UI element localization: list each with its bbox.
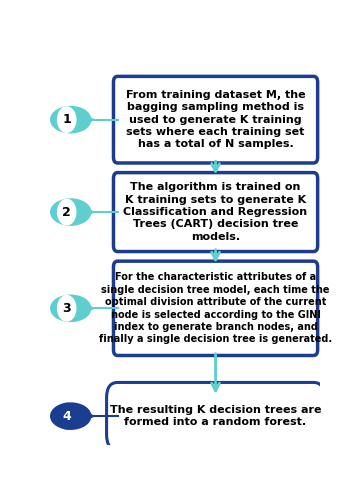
Polygon shape — [82, 206, 94, 218]
Text: The algorithm is trained on
K training sets to generate K
Classification and Reg: The algorithm is trained on K training s… — [124, 182, 308, 242]
Circle shape — [58, 107, 76, 132]
Ellipse shape — [51, 199, 91, 225]
Circle shape — [58, 296, 76, 321]
FancyBboxPatch shape — [114, 172, 318, 252]
Polygon shape — [82, 410, 94, 422]
Text: 4: 4 — [62, 410, 71, 422]
Text: 3: 3 — [62, 302, 71, 315]
Ellipse shape — [51, 295, 91, 322]
Circle shape — [58, 200, 76, 225]
Ellipse shape — [51, 106, 91, 133]
Polygon shape — [82, 114, 94, 126]
Text: The resulting K decision trees are
formed into a random forest.: The resulting K decision trees are forme… — [110, 405, 321, 427]
FancyBboxPatch shape — [114, 261, 318, 356]
Text: For the characteristic attributes of a
single decision tree model, each time the: For the characteristic attributes of a s… — [99, 272, 332, 344]
FancyBboxPatch shape — [106, 382, 325, 450]
FancyBboxPatch shape — [114, 76, 318, 163]
Text: 1: 1 — [62, 113, 71, 126]
Text: 2: 2 — [62, 206, 71, 218]
Ellipse shape — [51, 403, 91, 429]
Text: From training dataset M, the
bagging sampling method is
used to generate K train: From training dataset M, the bagging sam… — [126, 90, 305, 150]
Circle shape — [58, 404, 76, 429]
Polygon shape — [82, 302, 94, 314]
